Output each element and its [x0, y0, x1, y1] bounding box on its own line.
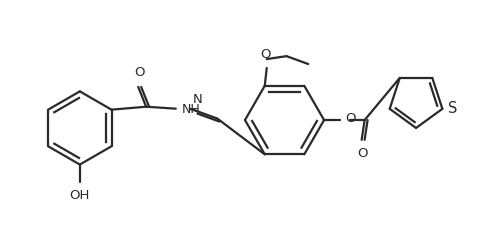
Text: N: N — [192, 93, 202, 106]
Text: O: O — [134, 66, 144, 79]
Text: NH: NH — [182, 103, 200, 116]
Text: S: S — [447, 101, 457, 116]
Text: O: O — [344, 112, 355, 124]
Text: O: O — [260, 48, 271, 61]
Text: OH: OH — [70, 189, 90, 202]
Text: O: O — [357, 147, 367, 160]
